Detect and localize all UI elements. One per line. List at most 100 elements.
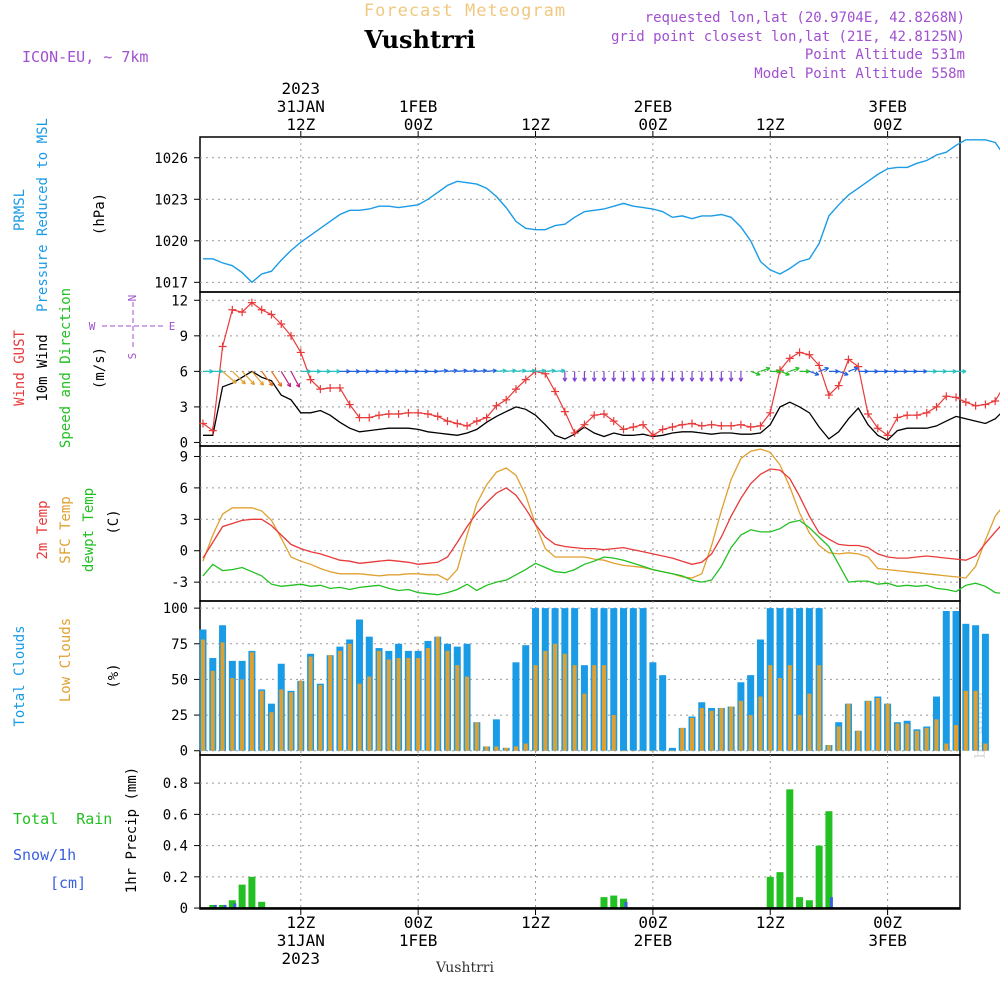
- gust-marker: [707, 420, 716, 429]
- wind-arrow-head: [883, 369, 889, 374]
- wind-arrow-head: [241, 379, 246, 385]
- wind-arrow-shaft: [838, 370, 849, 376]
- temperature-ytick-label: 6: [180, 481, 188, 497]
- wind-arrow-head: [835, 369, 840, 374]
- gust-marker: [668, 423, 677, 432]
- wind-direction-arrow: [280, 371, 292, 388]
- wind-direction-arrow: [290, 371, 301, 388]
- gust-marker: [218, 342, 227, 351]
- low-cloud-bar: [386, 659, 391, 751]
- gust-marker: [551, 387, 560, 396]
- time-label-top: 1FEB: [399, 97, 438, 116]
- low-cloud-bar: [601, 665, 606, 751]
- gust-marker: [316, 385, 325, 394]
- wind-direction-arrow: [457, 368, 468, 374]
- wind-direction-arrow: [369, 369, 380, 374]
- low-cloud-bar: [836, 726, 841, 751]
- wind-ytick-label: 9: [180, 329, 188, 345]
- gust-marker: [502, 395, 511, 404]
- time-label-bottom: 31JAN: [277, 931, 325, 950]
- temperature-ytick-label: 9: [180, 449, 188, 465]
- wind-direction-arrow: [320, 369, 331, 374]
- model-altitude: Model Point Altitude 558m: [754, 66, 965, 82]
- rain-bar: [238, 884, 246, 909]
- pressure-ytick-label: 1026: [154, 151, 188, 167]
- low-cloud-bar: [455, 665, 460, 751]
- wind-arrow-head: [942, 369, 947, 374]
- wind-arrow-head: [709, 377, 714, 382]
- gust-marker: [267, 310, 276, 319]
- wind-arrow-head: [277, 382, 283, 387]
- sfc-temp-line: [202, 448, 1000, 581]
- wind-arrow-shaft: [486, 369, 497, 372]
- gust-marker: [208, 426, 217, 435]
- wind-direction-arrow: [467, 368, 478, 374]
- snow-bar: [829, 897, 833, 909]
- wind-arrow-head: [923, 369, 928, 374]
- low-cloud-bar: [337, 650, 342, 751]
- wind-direction-arrow: [486, 368, 497, 374]
- wind-direction-arrow: [241, 370, 255, 386]
- wind-ytick-label: 6: [180, 364, 188, 380]
- temperature-ytick-label: -3: [171, 575, 188, 591]
- wind-direction-arrow: [689, 371, 695, 382]
- pressure-line: [203, 139, 1000, 284]
- gust-marker: [834, 381, 843, 390]
- wind-direction-arrow: [398, 369, 409, 374]
- wind-direction-arrow: [699, 371, 705, 382]
- compass-e: E: [169, 320, 176, 333]
- wind-arrow-head: [913, 369, 918, 374]
- point-altitude: Point Altitude 531m: [805, 47, 965, 63]
- gust-marker: [228, 305, 237, 314]
- pressure-titles: PRMSL Pressure Reduced to MSL (hPa): [12, 118, 108, 312]
- pressure-title-1: PRMSL: [12, 189, 28, 231]
- rain-bar: [620, 898, 628, 909]
- rain-bar: [776, 872, 784, 909]
- total-cloud-bar: [492, 719, 500, 751]
- wind-direction-arrow: [203, 369, 214, 374]
- wind-arrow-shaft: [545, 369, 556, 372]
- wind-arrow-head: [394, 369, 400, 374]
- wind-speed-line: [203, 370, 1000, 441]
- wind-direction-arrow: [388, 369, 400, 374]
- rain-bar: [228, 900, 236, 909]
- wind-arrow-head: [601, 377, 607, 382]
- gust-marker: [922, 408, 931, 417]
- rain-bar: [600, 897, 608, 909]
- gust-marker: [463, 421, 472, 430]
- low-cloud-bar: [866, 700, 871, 751]
- temperature-ytick-label: 3: [180, 512, 188, 528]
- wind-titles: Wind GUST 10m Wind Speed and Direction (…: [12, 288, 175, 448]
- wind-direction-arrow: [222, 370, 237, 384]
- temp-title-3: dewpt Temp: [81, 488, 97, 572]
- compass-n: N: [126, 295, 139, 302]
- wind-direction-arrow: [408, 369, 419, 374]
- wind-arrow-head: [404, 369, 409, 374]
- low-cloud-bar: [328, 655, 333, 751]
- wind-direction-arrow: [907, 369, 918, 374]
- gust-marker: [609, 417, 618, 426]
- precip-ylabel: 1hr Precip (mm): [124, 767, 140, 893]
- wind-direction-arrow: [231, 370, 246, 385]
- wind-arrow-head: [689, 377, 695, 382]
- low-cloud-bar: [289, 692, 294, 751]
- wind-arrow-head: [375, 369, 380, 374]
- gust-marker: [384, 410, 393, 419]
- total-cloud-bar: [512, 662, 520, 751]
- footer-location: Vushtrri: [435, 960, 494, 976]
- rain-bar: [796, 897, 804, 909]
- wind-arrow-shaft: [270, 371, 283, 387]
- plot-layer: 1017102010231026036912-30369025507510000…: [154, 79, 1000, 968]
- low-cloud-bar: [240, 679, 245, 751]
- wind-arrow-shaft: [506, 369, 517, 372]
- low-cloud-bar: [220, 642, 225, 751]
- wind-direction-arrow: [838, 370, 849, 376]
- gust-marker: [952, 393, 961, 402]
- wind-direction-arrow: [515, 368, 527, 374]
- time-label-top: 12Z: [756, 115, 785, 134]
- low-cloud-bar: [533, 665, 538, 751]
- cloud-ylabel: (%): [106, 663, 122, 688]
- gust-marker: [287, 331, 296, 340]
- temp-2m-line: [202, 468, 1000, 565]
